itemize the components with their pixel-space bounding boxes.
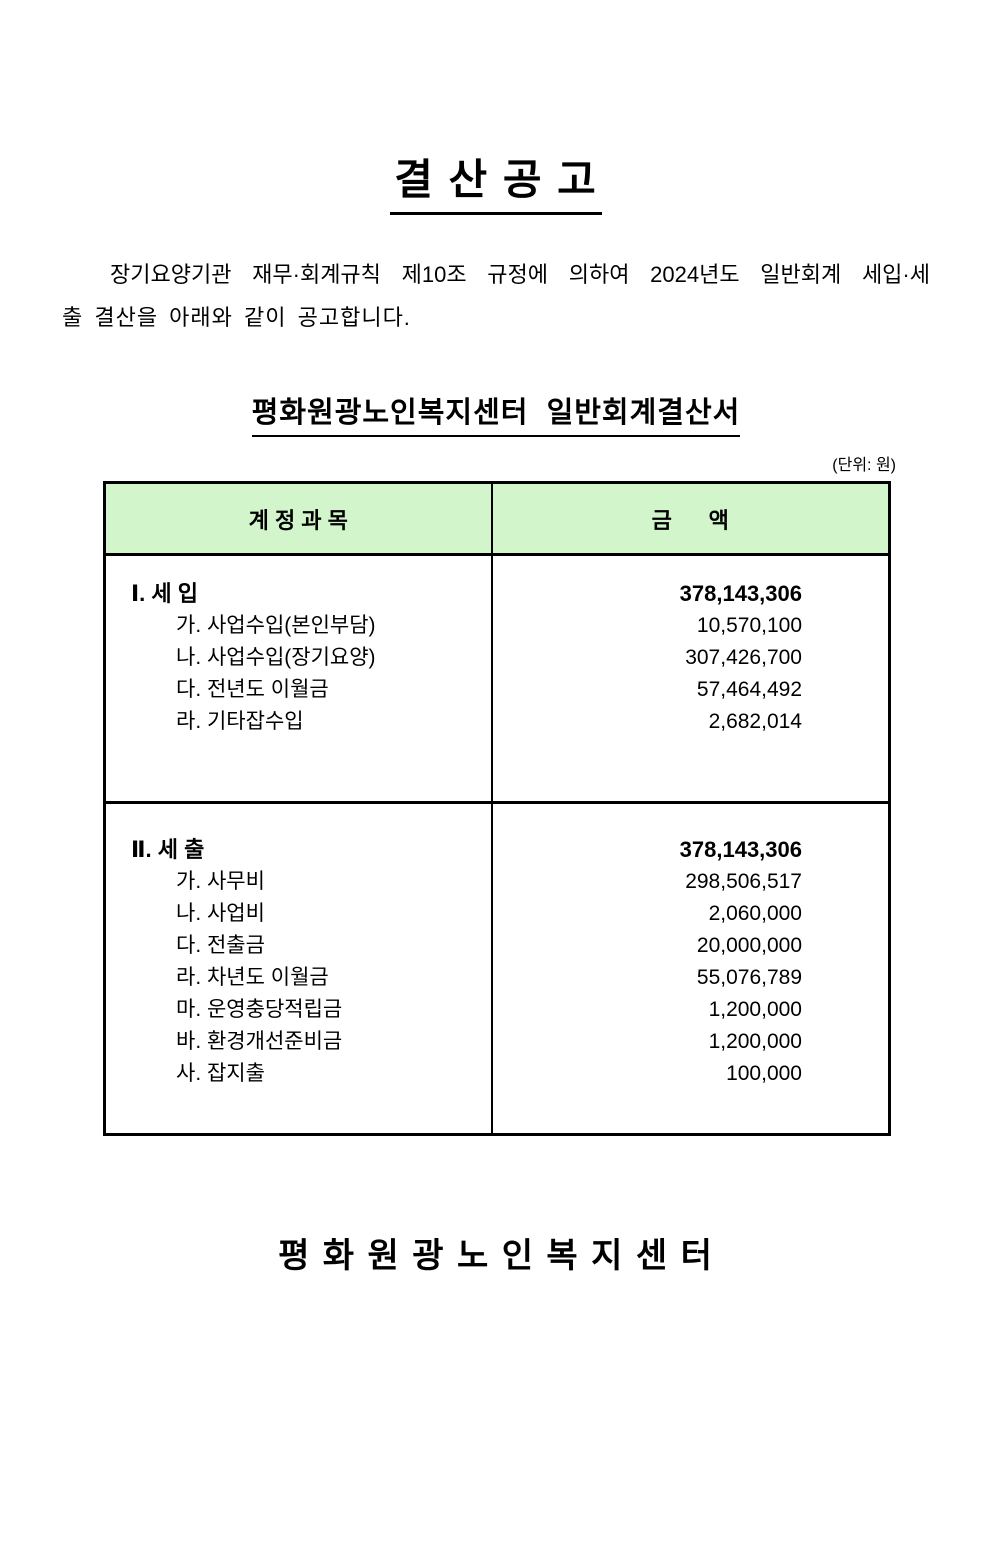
report-title: 평화원광노인복지센터 일반회계결산서 (251, 389, 741, 437)
row-label: 사. 잡지출 (176, 1062, 265, 1085)
expenditure-amounts-cell: 378,143,306 298,506,517 2,060,000 20,000… (491, 801, 890, 1135)
row-label: 바. 환경개선준비금 (176, 1030, 343, 1053)
row-label: 다. 전년도 이월금 (176, 678, 329, 701)
row-amount: 2,682,014 (708, 710, 802, 733)
table-section-expenditure: Ⅱ. 세 출 가. 사무비 나. 사업비 다. 전출금 라. 차년도 이월금 마… (104, 801, 890, 1135)
row-amount: 298,506,517 (685, 870, 802, 893)
row-amount: 57,464,492 (696, 678, 802, 701)
row-label: 다. 전출금 (176, 934, 265, 957)
table-section-revenue: Ⅰ. 세 입 가. 사업수입(본인부담) 나. 사업수입(장기요양) 다. 전년… (104, 554, 890, 803)
document-page: 결 산 공 고 장기요양기관 재무·회계규칙 제10조 규정에 의하여 2024… (0, 146, 992, 1277)
row-label: 나. 사업비 (176, 902, 265, 925)
table-header-row: 계 정 과 목 금 액 (104, 482, 890, 556)
intro-paragraph: 장기요양기관 재무·회계규칙 제10조 규정에 의하여 2024년도 일반회계 … (62, 253, 930, 339)
page-title: 결 산 공 고 (390, 146, 602, 215)
intro-line-1: 장기요양기관 재무·회계규칙 제10조 규정에 의하여 2024년도 일반회계 … (110, 262, 930, 287)
row-label: 나. 사업수입(장기요양) (176, 646, 376, 669)
row-label: 라. 차년도 이월금 (176, 966, 329, 989)
section-total-revenue: 378,143,306 (679, 581, 802, 606)
title-section: 결 산 공 고 (0, 146, 992, 215)
row-amount: 2,060,000 (708, 902, 802, 925)
revenue-amounts-cell: 378,143,306 10,570,100 307,426,700 57,46… (492, 555, 890, 803)
expenditure-labels-cell: Ⅱ. 세 출 가. 사무비 나. 사업비 다. 전출금 라. 차년도 이월금 마… (104, 801, 493, 1135)
section-title-revenue: Ⅰ. 세 입 (131, 581, 199, 606)
column-header-amount: 금 액 (491, 482, 890, 556)
settlement-table: 계 정 과 목 금 액 Ⅰ. 세 입 가. 사업수입(본인부담) 나. 사업수입… (103, 481, 891, 1136)
row-amount: 1,200,000 (708, 998, 802, 1021)
section-total-expenditure: 378,143,306 (679, 837, 802, 862)
unit-label: (단위: 원) (832, 457, 896, 474)
section-title-expenditure: Ⅱ. 세 출 (131, 837, 205, 862)
intro-line-2: 출 결산을 아래와 같이 공고합니다. (62, 305, 411, 330)
row-amount: 55,076,789 (696, 966, 802, 989)
organization-name: 평 화 원 광 노 인 복 지 센 터 (278, 1237, 714, 1275)
row-label: 가. 사업수입(본인부담) (176, 614, 376, 637)
report-title-section: 평화원광노인복지센터 일반회계결산서 (0, 389, 992, 437)
row-amount: 10,570,100 (696, 614, 802, 637)
row-label: 마. 운영충당적립금 (176, 998, 343, 1021)
revenue-labels-cell: Ⅰ. 세 입 가. 사업수입(본인부담) 나. 사업수입(장기요양) 다. 전년… (104, 554, 493, 803)
row-amount: 1,200,000 (708, 1030, 802, 1053)
row-label: 가. 사무비 (176, 870, 265, 893)
row-amount: 100,000 (726, 1062, 802, 1085)
row-amount: 20,000,000 (696, 934, 802, 957)
row-amount: 307,426,700 (685, 646, 802, 669)
row-label: 라. 기타잡수입 (176, 710, 304, 733)
column-header-account: 계 정 과 목 (104, 482, 493, 556)
